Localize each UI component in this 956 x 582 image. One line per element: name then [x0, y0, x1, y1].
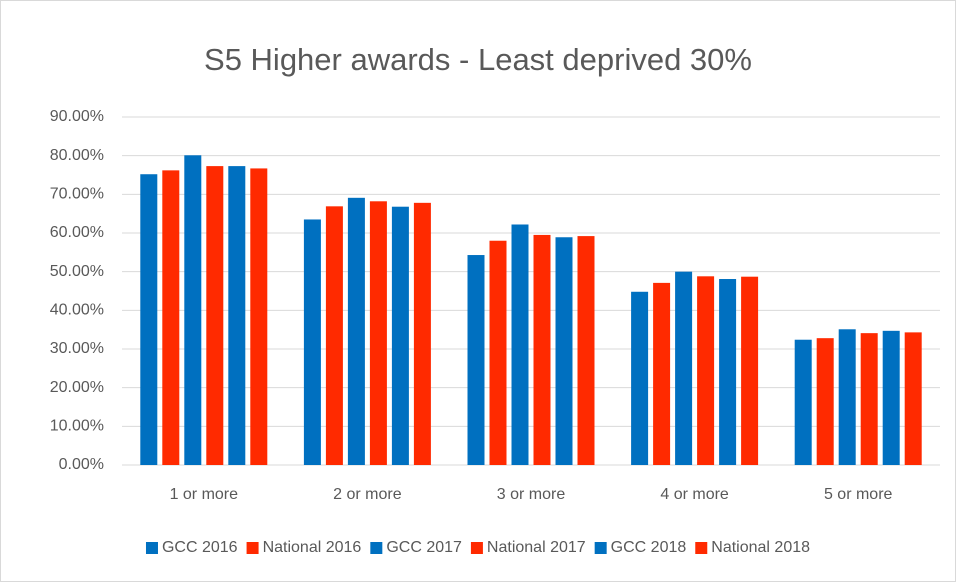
- y-tick-label: 90.00%: [50, 108, 104, 125]
- legend-label: National 2017: [487, 539, 586, 556]
- bar: [741, 276, 759, 465]
- bar: [653, 282, 671, 465]
- bar: [838, 329, 856, 465]
- legend-swatch: [145, 542, 158, 554]
- y-tick-label: 0.00%: [59, 456, 104, 473]
- bar: [467, 255, 485, 465]
- x-tick-label: 3 or more: [497, 486, 566, 503]
- bar: [184, 155, 202, 465]
- legend: GCC 2016 National 2016 GCC 2017 National 20…: [145, 539, 810, 556]
- bar: [719, 279, 737, 465]
- bar: [369, 201, 387, 465]
- legend-label: National 2016: [263, 539, 362, 556]
- x-tick-label: 2 or more: [333, 486, 402, 503]
- bar: [631, 291, 649, 465]
- bar: [904, 332, 922, 465]
- x-tick-label: 1 or more: [170, 486, 239, 503]
- legend-swatch: [695, 542, 708, 554]
- bar: [675, 271, 693, 465]
- legend-label: GCC 2018: [611, 539, 687, 556]
- y-tick-label: 60.00%: [50, 224, 104, 241]
- legend-label: National 2018: [711, 539, 810, 556]
- legend-swatch: [246, 542, 259, 554]
- bar: [303, 219, 321, 465]
- legend-swatch: [594, 542, 607, 554]
- bar: [794, 339, 812, 465]
- bar: [489, 240, 507, 465]
- y-tick-label: 30.00%: [50, 340, 104, 357]
- y-tick-label: 70.00%: [50, 186, 104, 203]
- bar: [860, 333, 878, 465]
- x-tick-label: 4 or more: [660, 486, 729, 503]
- legend-label: GCC 2017: [386, 539, 462, 556]
- bar: [816, 338, 834, 465]
- legend-label: GCC 2016: [162, 539, 238, 556]
- chart-title: S5 Higher awards - Least deprived 30%: [204, 42, 752, 77]
- legend-swatch: [370, 542, 383, 554]
- bar: [533, 234, 551, 465]
- y-tick-label: 40.00%: [50, 302, 104, 319]
- bar: [140, 174, 158, 465]
- bar: [228, 166, 246, 465]
- bar: [391, 206, 409, 465]
- y-tick-label: 50.00%: [50, 263, 104, 280]
- bar: [511, 224, 529, 465]
- bar: [577, 236, 595, 465]
- bar: [882, 330, 900, 465]
- bar: [162, 170, 180, 466]
- x-tick-label: 5 or more: [824, 486, 893, 503]
- bar: [206, 166, 224, 465]
- y-tick-label: 10.00%: [50, 418, 104, 435]
- bar: [325, 206, 343, 465]
- legend-swatch: [470, 542, 483, 554]
- bar: [250, 168, 268, 465]
- y-tick-label: 20.00%: [50, 379, 104, 396]
- y-tick-label: 80.00%: [50, 147, 104, 164]
- bar: [347, 197, 365, 465]
- bar: [555, 237, 573, 465]
- bar: [413, 202, 431, 465]
- bar: [697, 276, 715, 465]
